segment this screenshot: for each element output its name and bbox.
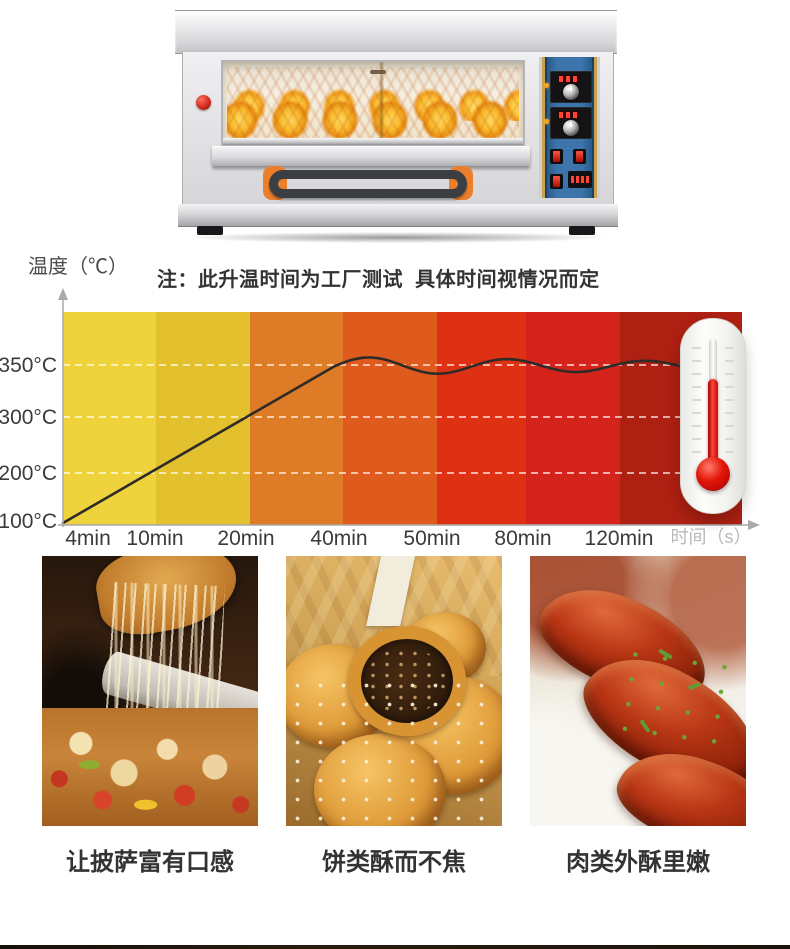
scallion-garnish [606, 640, 744, 766]
thermometer-tube-empty [709, 339, 717, 387]
thermometer-ticks-left [692, 347, 701, 455]
oven-foot-left [197, 226, 223, 235]
oven-shadow [187, 232, 607, 243]
y-tick-label: 200°C [0, 462, 57, 485]
oven-shelf [223, 138, 523, 145]
y-axis-arrow [58, 288, 68, 300]
light-switch [550, 174, 563, 189]
heat-band-4 [343, 312, 437, 525]
thermometer-mercury [708, 379, 718, 471]
bread-row-front [227, 87, 519, 139]
oven-control-panel [539, 57, 600, 198]
heating-rod [370, 70, 386, 74]
oven-body [182, 52, 614, 204]
power-switch-left [550, 149, 563, 164]
heat-band-3 [250, 312, 343, 525]
x-tick-label: 4min [65, 527, 111, 550]
x-tick-label: 20min [217, 527, 274, 550]
pastry-photo [286, 556, 502, 826]
x-tick-label: 40min [310, 527, 367, 550]
bread-texture [227, 67, 519, 139]
thermometer-bulb [696, 457, 730, 491]
thermometer-icon [680, 318, 746, 514]
pizza-toppings [42, 708, 258, 826]
heating-curve-chart: 350°C 300°C 200°C 100°C 4min 10min 20min 40min 5… [0, 240, 790, 550]
temperature-controller-lower [550, 107, 592, 139]
oven-door-ledge [212, 146, 530, 166]
roasted-meat-photo [530, 556, 746, 826]
temperature-display-lower [558, 111, 580, 119]
meat-caption: 肉类外酥里嫩 [566, 849, 710, 876]
timer-display [568, 171, 592, 188]
oven-product-photo [175, 10, 618, 245]
y-axis-title: 温度（℃） [28, 255, 128, 278]
heating-curve-svg: 350°C 300°C 200°C 100°C 4min 10min 20min 40min 5… [0, 255, 760, 550]
oven-hood [175, 10, 617, 54]
temperature-display-upper [558, 75, 580, 83]
heat-band-2 [156, 312, 250, 525]
sesame-seeds [286, 676, 502, 826]
pizza-photo [42, 556, 258, 826]
heat-band-6 [526, 312, 620, 525]
heat-band-1 [63, 312, 156, 525]
pastry-caption: 饼类酥而不焦 [322, 849, 466, 876]
power-switch-right [573, 149, 586, 164]
x-tick-label: 50min [403, 527, 460, 550]
x-tick-label: 120min [585, 527, 654, 550]
x-axis-arrow [748, 520, 760, 530]
pizza-caption: 让披萨富有口感 [66, 849, 234, 876]
temperature-controller-upper [550, 71, 592, 103]
y-tick-label: 100°C [0, 510, 57, 533]
temperature-knob-upper [563, 84, 579, 100]
oven-window-glass [221, 60, 525, 147]
y-tick-label: 350°C [0, 354, 57, 377]
chart-note: 注：此升温时间为工厂测试 具体时间视情况而定 [157, 269, 600, 291]
indicator-light-upper [544, 83, 549, 88]
x-axis-title: 时间（s） [671, 527, 752, 547]
oven-base [178, 204, 618, 227]
x-tick-label: 10min [126, 527, 183, 550]
y-tick-label: 300°C [0, 406, 57, 429]
oven-door [212, 52, 530, 204]
indicator-light-lower [544, 119, 549, 124]
next-section-edge [0, 945, 790, 949]
temperature-knob-lower [563, 120, 579, 136]
heating-curve-line [61, 356, 741, 525]
thermometer-ticks-right [725, 347, 734, 455]
oven-door-handle [269, 170, 467, 198]
heat-band-5 [437, 312, 526, 525]
x-tick-label: 80min [494, 527, 551, 550]
window-seam [379, 62, 384, 145]
oven-foot-right [569, 226, 595, 235]
oven-side-knob [196, 95, 211, 110]
